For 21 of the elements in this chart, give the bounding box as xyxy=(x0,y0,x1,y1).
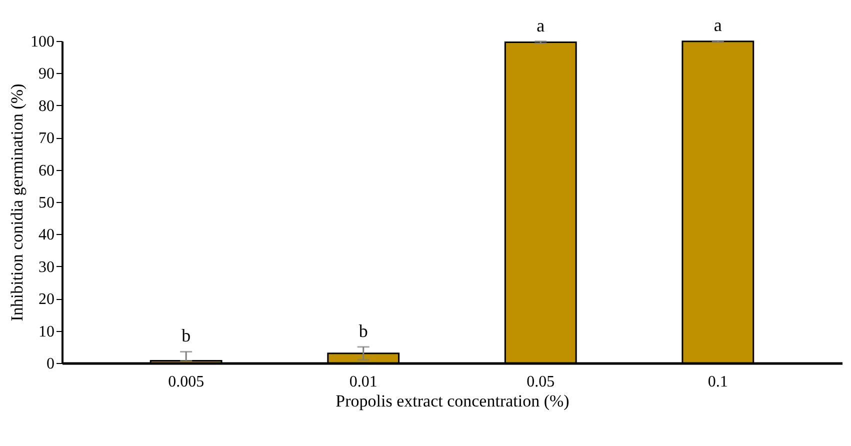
y-tick-label: 60 xyxy=(38,162,54,180)
text: a xyxy=(536,15,545,36)
y-tick-label: 10 xyxy=(38,323,54,340)
x-tick-label: 0.1 xyxy=(708,374,728,390)
y-tick-label: 70 xyxy=(38,130,54,148)
y-tick-label: 50 xyxy=(38,194,54,212)
y-axis-title: Inhibition conidia germination (%) xyxy=(8,84,26,322)
y-tick-label: 80 xyxy=(38,98,54,115)
y-tick-label: 40 xyxy=(38,226,54,244)
x-tick-label: 0.05 xyxy=(526,374,555,390)
annotation: b xyxy=(358,320,368,341)
x-axis-title: Propolis extract concentration (%) xyxy=(336,392,570,410)
x-tick-label: 0.01 xyxy=(349,374,378,390)
y-tick-label: 0 xyxy=(46,356,54,372)
y-tick-label: 90 xyxy=(38,66,54,83)
x-tick-label: 0.005 xyxy=(168,374,204,390)
text: a xyxy=(714,15,722,35)
y-tick-label: 100 xyxy=(30,34,54,50)
y-tick-label: 20 xyxy=(38,291,54,308)
annotation: b xyxy=(182,326,191,346)
y-tick-label: 30 xyxy=(38,258,54,276)
